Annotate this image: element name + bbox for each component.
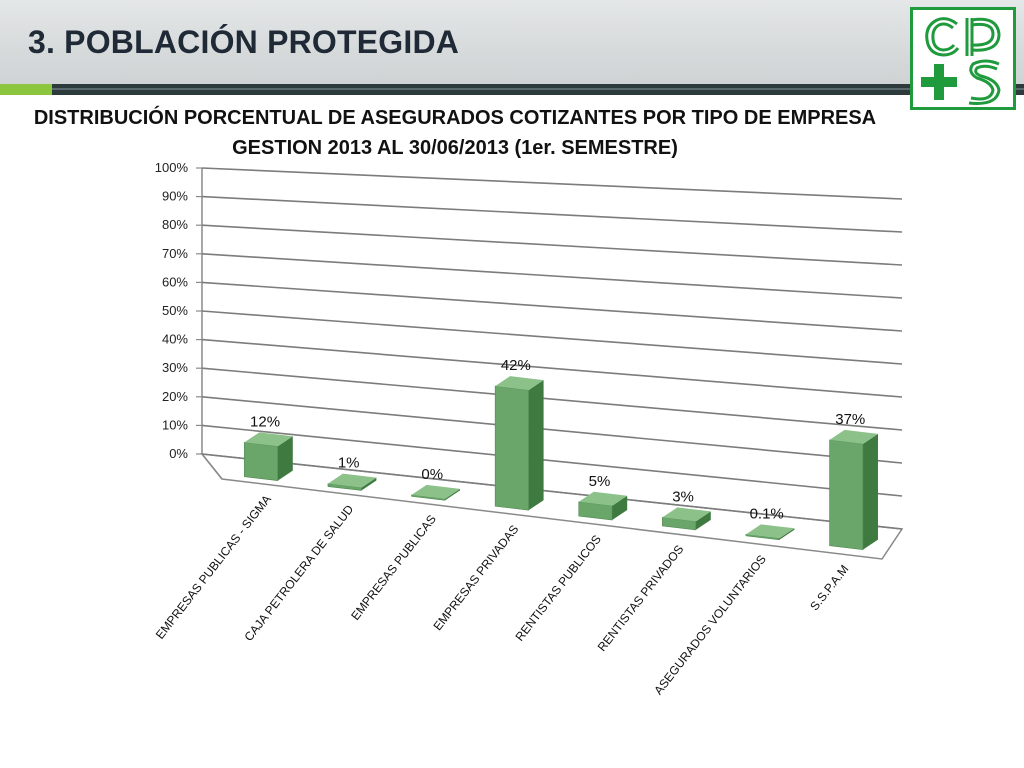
bar-top: [327, 473, 377, 488]
gridline: [201, 195, 903, 233]
bar-top: [411, 484, 460, 499]
gridline: [201, 367, 903, 431]
bar-side: [361, 477, 377, 491]
data-label: 3%: [672, 488, 694, 505]
y-tick-label: 80%: [162, 217, 188, 232]
gridline: [201, 310, 903, 365]
cps-logo: [910, 7, 1016, 110]
logo-graphic: [921, 17, 1001, 105]
category-label: EMPRESAS PUBLICAS: [348, 512, 439, 623]
y-tick-label: 10%: [162, 417, 188, 432]
bar-top: [745, 524, 795, 539]
gridline: [201, 224, 903, 266]
bar-side: [612, 495, 628, 521]
bar-top: [829, 429, 878, 444]
y-tick-label: 0%: [169, 446, 188, 461]
bar-side: [695, 511, 711, 530]
chart-subtitle: GESTION 2013 AL 30/06/2013 (1er. SEMESTR…: [232, 137, 678, 159]
y-tick-label: 30%: [162, 360, 188, 375]
category-label: ASEGURADOS VOLUNTARIOS: [651, 552, 769, 697]
slide-title: 3. POBLACIÓN PROTEGIDA: [28, 24, 460, 60]
data-label: 37%: [835, 411, 865, 428]
gridline: [201, 167, 903, 200]
category-label: RENTISTAS PRIVADOS: [595, 542, 687, 654]
gridline: [201, 281, 903, 332]
y-tick-label: 70%: [162, 246, 188, 261]
accent-bar-dark: [52, 84, 1024, 95]
bar: [829, 439, 864, 550]
bar-side: [862, 433, 878, 550]
bar-side: [277, 436, 293, 481]
accent-bar-light: [0, 84, 52, 95]
data-label: 1%: [338, 455, 360, 472]
header-band: [0, 0, 1024, 84]
bar-side: [528, 380, 544, 511]
gridline: [201, 338, 903, 398]
bar-top: [662, 507, 711, 522]
y-tick-label: 60%: [162, 274, 188, 289]
gridline: [201, 253, 903, 299]
bar-top: [495, 376, 544, 391]
data-label: 5%: [589, 473, 611, 490]
data-label: 12%: [250, 413, 280, 430]
category-label: EMPRESAS PRIVADAS: [430, 522, 521, 633]
gridline: [201, 424, 903, 497]
bar-top: [244, 432, 293, 447]
y-tick-label: 40%: [162, 332, 188, 347]
y-tick-label: 20%: [162, 389, 188, 404]
bar-side: [779, 528, 795, 540]
category-label: CAJA PETROLERA DE SALUD: [241, 502, 356, 644]
data-label: 0%: [421, 466, 443, 483]
gridline: [201, 396, 903, 464]
chart-floor: [200, 453, 904, 560]
chart-title: DISTRIBUCIÓN PORCENTUAL DE ASEGURADOS CO…: [33, 107, 877, 129]
y-tick-label: 100%: [155, 160, 189, 175]
bar: [494, 385, 529, 511]
y-tick-label: 50%: [162, 303, 188, 318]
data-label: 0.1%: [750, 505, 784, 522]
category-label: RENTISTAS PUBLICOS: [512, 532, 603, 643]
y-tick-label: 90%: [162, 189, 188, 204]
bar-top: [578, 491, 628, 506]
bar: [244, 441, 279, 481]
bar-side: [444, 488, 460, 501]
gridline: [201, 453, 903, 530]
floor-left-edge: [201, 453, 223, 480]
category-label: S.S.P.A.M: [807, 562, 851, 613]
chart-title-block: DISTRIBUCIÓN PORCENTUAL DE ASEGURADOS CO…: [0, 103, 910, 163]
data-label: 42%: [501, 357, 531, 374]
